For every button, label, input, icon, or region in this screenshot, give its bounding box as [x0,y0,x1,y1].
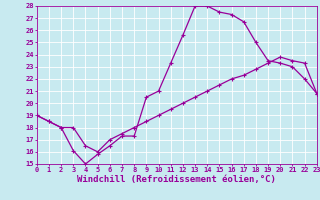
X-axis label: Windchill (Refroidissement éolien,°C): Windchill (Refroidissement éolien,°C) [77,175,276,184]
